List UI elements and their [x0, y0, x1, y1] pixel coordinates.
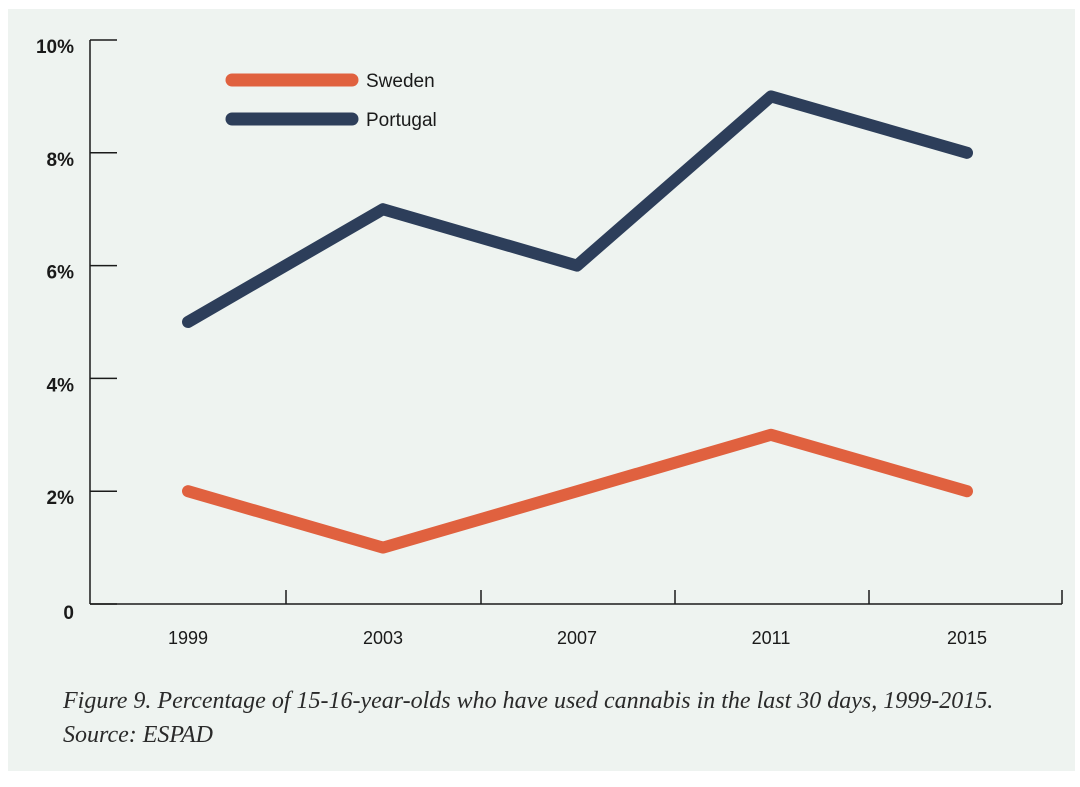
x-tick-label: 2007 — [557, 628, 597, 648]
chart-legend: Sweden Portugal — [225, 71, 437, 131]
y-tick-label: 10% — [36, 37, 74, 58]
x-axis-ticks: 1999 2003 2007 2011 2015 — [168, 590, 1063, 648]
x-tick-label: 2011 — [752, 628, 791, 648]
y-tick-label: 4% — [47, 375, 75, 396]
y-tick-label: 8% — [47, 150, 75, 171]
line-chart: 0 2% 4% 6% 8% 10% 1999 2003 2007 2011 2015 Sweden… — [36, 37, 1063, 648]
series-line-sweden — [182, 428, 973, 554]
legend-label-sweden: Sweden — [366, 71, 435, 92]
x-tick-label: 2015 — [947, 628, 987, 648]
y-tick-label: 2% — [47, 488, 75, 509]
x-tick-label: 1999 — [168, 628, 208, 648]
y-tick-label: 0 — [63, 603, 74, 624]
y-tick-label: 6% — [47, 263, 75, 284]
chart-series — [182, 90, 973, 554]
chart-axes — [89, 40, 1062, 605]
x-tick-label: 2003 — [363, 628, 403, 648]
y-axis-ticks: 0 2% 4% 6% 8% 10% — [36, 37, 117, 624]
figure-caption: Figure 9. Percentage of 15-16-year-olds … — [63, 688, 994, 748]
legend-label-portugal: Portugal — [366, 110, 437, 131]
series-line-portugal — [182, 90, 973, 328]
